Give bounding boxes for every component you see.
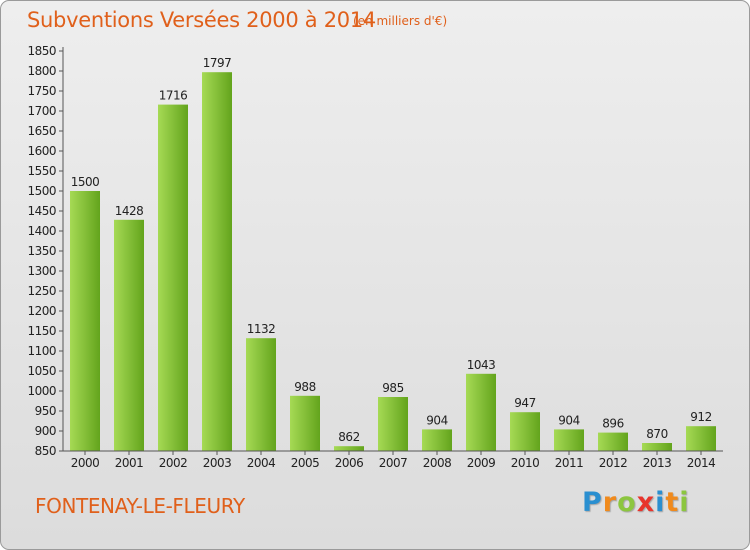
- bar-value-label: 862: [338, 430, 359, 444]
- y-tick-label: 900: [35, 424, 56, 438]
- bar: [158, 104, 188, 451]
- x-tick-label: 2013: [643, 456, 672, 470]
- bar-value-label: 1500: [71, 175, 100, 189]
- bar: [378, 397, 408, 451]
- x-tick-label: 2007: [379, 456, 408, 470]
- x-tick-label: 2008: [423, 456, 452, 470]
- x-tick-label: 2001: [115, 456, 144, 470]
- y-tick-label: 1750: [27, 84, 56, 98]
- bar: [422, 429, 452, 451]
- bar-value-label: 870: [646, 427, 667, 441]
- commune-name: FONTENAY-LE-FLEURY: [35, 494, 245, 518]
- bar: [114, 219, 144, 451]
- logo-letter: x: [636, 487, 656, 518]
- bar: [202, 72, 232, 451]
- bar-value-label: 1716: [159, 89, 188, 103]
- y-tick-label: 1550: [27, 164, 56, 178]
- y-tick-label: 1500: [27, 184, 56, 198]
- x-tick-label: 2004: [247, 456, 276, 470]
- bar-value-label: 1797: [203, 56, 232, 70]
- bar: [686, 426, 716, 451]
- y-tick-label: 1150: [27, 324, 56, 338]
- x-tick-label: 2010: [511, 456, 540, 470]
- y-tick-label: 850: [35, 444, 56, 458]
- chart-title: Subventions Versées 2000 à 2014: [27, 8, 376, 32]
- y-tick-label: 1700: [27, 104, 56, 118]
- x-tick-label: 2012: [599, 456, 628, 470]
- y-tick-label: 1200: [27, 304, 56, 318]
- bar-value-label: 904: [426, 413, 447, 427]
- bar: [642, 443, 672, 451]
- y-tick-label: 1000: [27, 384, 56, 398]
- x-tick-label: 2011: [555, 456, 584, 470]
- x-tick-label: 2003: [203, 456, 232, 470]
- bar: [598, 432, 628, 451]
- proxiti-logo: Proxiti: [582, 487, 690, 518]
- y-tick-label: 950: [35, 404, 56, 418]
- y-tick-label: 1300: [27, 264, 56, 278]
- bar-value-label: 904: [558, 413, 579, 427]
- x-tick-label: 2005: [291, 456, 320, 470]
- y-tick-label: 1650: [27, 124, 56, 138]
- bar-value-label: 988: [294, 380, 315, 394]
- value-labels: 1500 1428 1716 1797 1132 988 862 985 904 1043 947 9…: [71, 56, 712, 444]
- bar-value-label: 947: [514, 396, 535, 410]
- x-tick-label: 2002: [159, 456, 188, 470]
- bar: [246, 338, 276, 451]
- bar: [466, 373, 496, 451]
- bar-value-label: 1043: [467, 358, 496, 372]
- y-tick-label: 1400: [27, 224, 56, 238]
- bar: [290, 395, 320, 451]
- logo-letter: t: [665, 487, 680, 518]
- y-tick-label: 1100: [27, 344, 56, 358]
- y-tick-label: 1050: [27, 364, 56, 378]
- x-tick-label: 2006: [335, 456, 364, 470]
- bar-value-label: 1428: [115, 204, 144, 218]
- bar-value-label: 896: [602, 417, 623, 431]
- y-tick-label: 1850: [27, 44, 56, 58]
- logo-letter: i: [679, 487, 690, 518]
- bar-value-label: 912: [690, 410, 711, 424]
- logo-letter: r: [602, 487, 618, 518]
- bar: [334, 446, 364, 451]
- x-axis-ticks: 2000 2001 2002 2003 2004 2005 2006 2007 2008 2009…: [71, 451, 716, 470]
- bar: [510, 412, 540, 451]
- y-axis-ticks: 850 900 950 1000 1050 1100 1150 1200 1250 1300 135…: [27, 44, 63, 458]
- logo-letter: i: [655, 487, 666, 518]
- x-tick-label: 2009: [467, 456, 496, 470]
- y-tick-label: 1250: [27, 284, 56, 298]
- logo-letter: o: [617, 487, 637, 518]
- bars-group: [70, 72, 716, 451]
- chart-subtitle: (en milliers d'€): [353, 14, 448, 28]
- bar: [70, 191, 100, 451]
- y-tick-label: 1350: [27, 244, 56, 258]
- y-tick-label: 1800: [27, 64, 56, 78]
- bar-value-label: 1132: [247, 322, 276, 336]
- x-tick-label: 2000: [71, 456, 100, 470]
- logo-letter: P: [582, 487, 603, 518]
- bar: [554, 429, 584, 451]
- bar-value-label: 985: [382, 381, 403, 395]
- y-tick-label: 1600: [27, 144, 56, 158]
- x-tick-label: 2014: [687, 456, 716, 470]
- y-tick-label: 1450: [27, 204, 56, 218]
